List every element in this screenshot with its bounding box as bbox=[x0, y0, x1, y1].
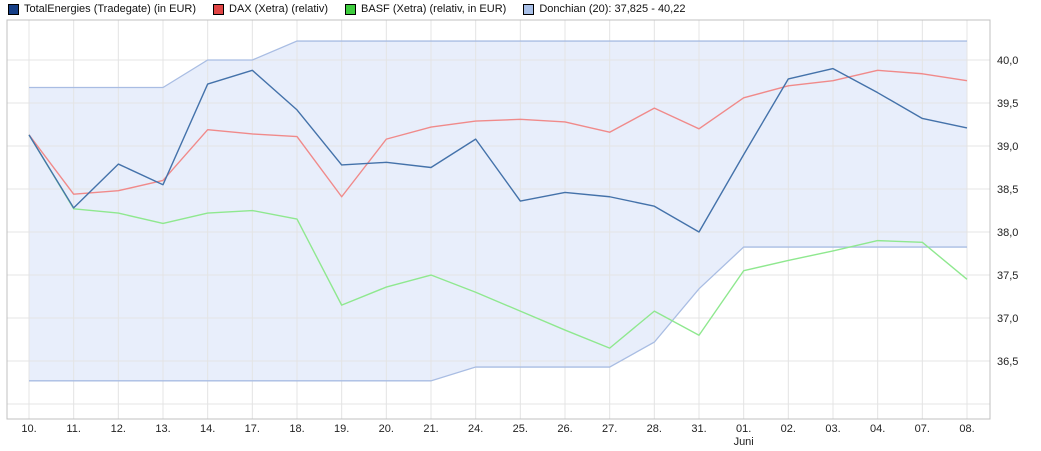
totalenergies-swatch-icon bbox=[8, 3, 19, 15]
x-axis-tick-label: 25. bbox=[513, 423, 528, 435]
chart-legend: TotalEnergies (Tradegate) (in EUR) DAX (… bbox=[8, 1, 685, 17]
x-axis-tick-label: 27. bbox=[602, 423, 617, 435]
x-axis-tick-label: 02. bbox=[781, 423, 796, 435]
x-axis-tick-label: 17. bbox=[245, 423, 260, 435]
y-axis-tick-label: 38,5 bbox=[997, 184, 1018, 196]
y-axis-tick-label: 39,5 bbox=[997, 98, 1018, 110]
legend-item-dax: DAX (Xetra) (relativ) bbox=[213, 3, 328, 15]
y-axis-tick-label: 39,0 bbox=[997, 141, 1018, 153]
y-axis-tick-label: 38,0 bbox=[997, 227, 1018, 239]
legend-label-basf: BASF (Xetra) (relativ, in EUR) bbox=[361, 3, 507, 15]
series-line-totalenergies bbox=[28, 67, 968, 233]
x-axis-tick-label: 20. bbox=[379, 423, 394, 435]
x-axis-tick-label: 10. bbox=[21, 423, 36, 435]
x-axis-tick-label: 26. bbox=[557, 423, 572, 435]
x-axis-tick-label: 28. bbox=[647, 423, 662, 435]
x-axis-tick-label: 08. bbox=[959, 423, 974, 435]
x-axis-tick-label: 13. bbox=[155, 423, 170, 435]
legend-label-totalenergies: TotalEnergies (Tradegate) (in EUR) bbox=[24, 3, 196, 15]
donchian-band-area bbox=[29, 41, 967, 381]
legend-item-donchian: Donchian (20): 37,825 - 40,22 bbox=[523, 3, 685, 15]
donchian-lower-line bbox=[29, 246, 967, 382]
plot-border bbox=[6, 19, 991, 420]
series-line-basf bbox=[28, 134, 968, 349]
x-axis-tick-label: 21. bbox=[423, 423, 438, 435]
y-axis-tick-label: 37,5 bbox=[997, 270, 1018, 282]
series-line-dax bbox=[28, 69, 968, 198]
legend-item-basf: BASF (Xetra) (relativ, in EUR) bbox=[345, 3, 506, 15]
legend-label-dax: DAX (Xetra) (relativ) bbox=[229, 3, 329, 15]
x-axis-tick-label: 24. bbox=[468, 423, 483, 435]
x-axis-tick-label: 19. bbox=[334, 423, 349, 435]
legend-label-donchian: Donchian (20): 37,825 - 40,22 bbox=[539, 3, 686, 15]
legend-item-totalenergies: TotalEnergies (Tradegate) (in EUR) bbox=[8, 3, 196, 15]
x-axis-tick-label: 07. bbox=[915, 423, 930, 435]
x-axis-tick-label: 12. bbox=[111, 423, 126, 435]
y-axis-tick-label: 37,0 bbox=[997, 313, 1018, 325]
x-axis-tick-label: 31. bbox=[691, 423, 706, 435]
x-axis-tick-label: 14. bbox=[200, 423, 215, 435]
y-axis-tick-label: 36,5 bbox=[997, 356, 1018, 368]
donchian-upper-line bbox=[29, 40, 967, 89]
x-axis-tick-label: 03. bbox=[825, 423, 840, 435]
x-axis-tick-label: 01. bbox=[736, 423, 751, 435]
dax-swatch-icon bbox=[213, 3, 224, 15]
y-axis-tick-label: 40,0 bbox=[997, 55, 1018, 67]
x-axis-tick-label: 04. bbox=[870, 423, 885, 435]
basf-swatch-icon bbox=[345, 3, 357, 15]
x-axis-tick-label: 18. bbox=[289, 423, 304, 435]
donchian-swatch-icon bbox=[523, 3, 535, 15]
x-axis-month-label: Juni bbox=[734, 436, 754, 448]
x-axis-tick-label: 11. bbox=[66, 423, 80, 435]
